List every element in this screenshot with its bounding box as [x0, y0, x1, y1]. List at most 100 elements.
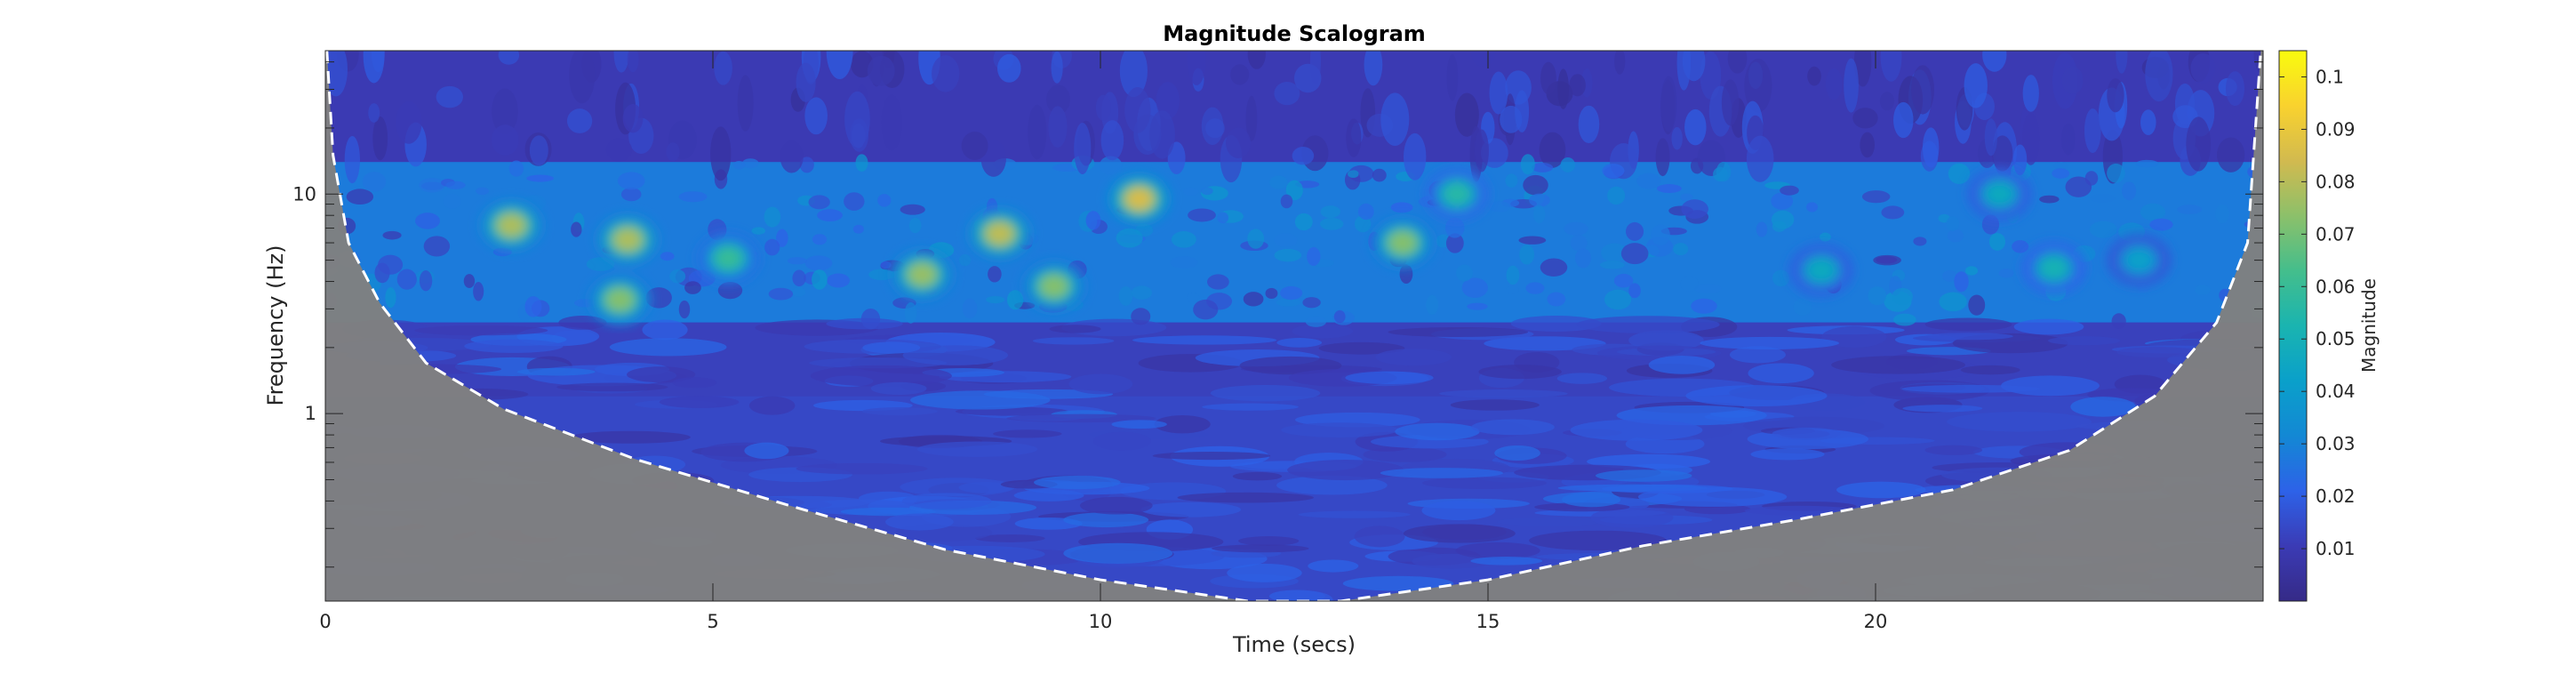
texture-blob — [1454, 92, 1479, 137]
texture-blob — [1924, 445, 1983, 455]
texture-blob — [419, 178, 445, 193]
texture-blob — [902, 345, 1009, 365]
texture-blob — [827, 273, 850, 288]
texture-blob — [2013, 318, 2084, 335]
texture-blob — [1032, 337, 1115, 345]
texture-blob — [1529, 193, 1550, 207]
texture-blob — [804, 97, 828, 135]
texture-blob — [385, 286, 396, 309]
texture-blob — [1445, 233, 1464, 253]
texture-blob — [396, 269, 417, 290]
texture-blob — [445, 181, 466, 189]
texture-blob — [1590, 507, 1674, 528]
texture-blob — [1342, 575, 1454, 591]
x-tick-label: 15 — [1476, 611, 1500, 632]
texture-blob — [1557, 68, 1570, 109]
texture-blob — [1132, 335, 1277, 345]
texture-blob — [1034, 475, 1121, 490]
colorbar-tick-label: 0.09 — [2316, 118, 2356, 140]
texture-blob — [645, 287, 672, 309]
texture-blob — [2122, 181, 2137, 201]
cone-of-influence-fill — [325, 51, 2263, 601]
texture-blob — [1274, 81, 1300, 106]
hotspot — [1806, 258, 1836, 282]
texture-blob — [1079, 496, 1153, 515]
texture-blob — [476, 187, 490, 196]
texture-blob — [2215, 204, 2229, 224]
texture-blob — [1319, 217, 1344, 230]
texture-blob — [1727, 51, 1748, 74]
texture-blob — [2089, 221, 2117, 238]
texture-blob — [2012, 240, 2029, 253]
texture-blob — [2116, 51, 2128, 74]
texture-blob — [1700, 336, 1839, 349]
hotspot — [1443, 182, 1472, 206]
texture-blob — [1560, 156, 1576, 173]
texture-blob — [620, 187, 642, 202]
texture-blob — [1346, 118, 1362, 157]
texture-blob — [1119, 51, 1148, 98]
colorbar-bar — [2278, 50, 2308, 602]
texture-blob — [1596, 469, 1692, 482]
texture-blob — [1227, 563, 1302, 582]
texture-blob — [1412, 553, 1492, 569]
texture-blob — [666, 142, 680, 162]
texture-blob — [1532, 163, 1554, 173]
texture-blob — [1276, 298, 1301, 307]
texture-blob — [1614, 51, 1626, 75]
texture-blob — [1510, 316, 1602, 332]
texture-blob — [1523, 174, 1548, 196]
texture-blob — [1599, 261, 1626, 269]
texture-blob — [812, 234, 828, 245]
texture-blob — [1309, 51, 1321, 85]
texture-blob — [916, 441, 1038, 457]
texture-blob — [776, 229, 788, 247]
texture-blob — [1140, 501, 1242, 518]
cone-of-influence-line — [325, 51, 2262, 601]
texture-blob — [768, 287, 794, 301]
texture-blob — [1500, 105, 1523, 133]
texture-blob — [1756, 221, 1768, 237]
texture-blob — [368, 103, 380, 123]
texture-blob — [642, 319, 688, 341]
texture-blob — [1680, 193, 1693, 202]
texture-blob — [1243, 292, 1264, 307]
texture-blob — [2012, 144, 2028, 176]
texture-blob — [627, 51, 639, 73]
colorbar-tick-label: 0.08 — [2316, 171, 2356, 192]
colorbar-tick-label: 0.01 — [2316, 538, 2356, 559]
texture-blob — [962, 298, 978, 319]
texture-blob — [1210, 384, 1321, 402]
texture-blob — [1939, 292, 1967, 312]
texture-blob — [1681, 199, 1708, 219]
texture-blob — [1948, 163, 1971, 185]
texture-blob — [436, 85, 463, 108]
texture-blob — [792, 287, 806, 297]
texture-blob — [1860, 132, 1876, 158]
texture-blob — [1292, 324, 1354, 339]
hotspot — [908, 262, 937, 286]
texture-blob — [1298, 510, 1411, 518]
texture-blob — [2070, 397, 2136, 417]
texture-blob — [529, 135, 548, 166]
texture-blob — [1152, 452, 1271, 461]
texture-blob — [1320, 205, 1340, 219]
texture-blob — [1390, 202, 1413, 213]
texture-blob — [1095, 94, 1111, 121]
x-axis-label: Time (secs) — [1232, 632, 1356, 657]
texture-blob — [1968, 294, 1986, 316]
hotspot — [497, 213, 526, 237]
texture-blob — [1947, 229, 1964, 243]
texture-blob — [1217, 212, 1229, 224]
texture-blob — [1861, 190, 1891, 204]
hotspot — [1985, 182, 2014, 206]
texture-blob — [443, 193, 461, 209]
texture-blob — [1540, 258, 1568, 277]
texture-blob — [569, 430, 691, 444]
colorbar-tick-label: 0.07 — [2316, 223, 2356, 245]
texture-blob — [556, 382, 668, 392]
texture-blob — [1988, 232, 2006, 251]
texture-blob — [372, 116, 388, 161]
texture-blob — [1302, 297, 1321, 309]
texture-blob — [986, 295, 1005, 304]
